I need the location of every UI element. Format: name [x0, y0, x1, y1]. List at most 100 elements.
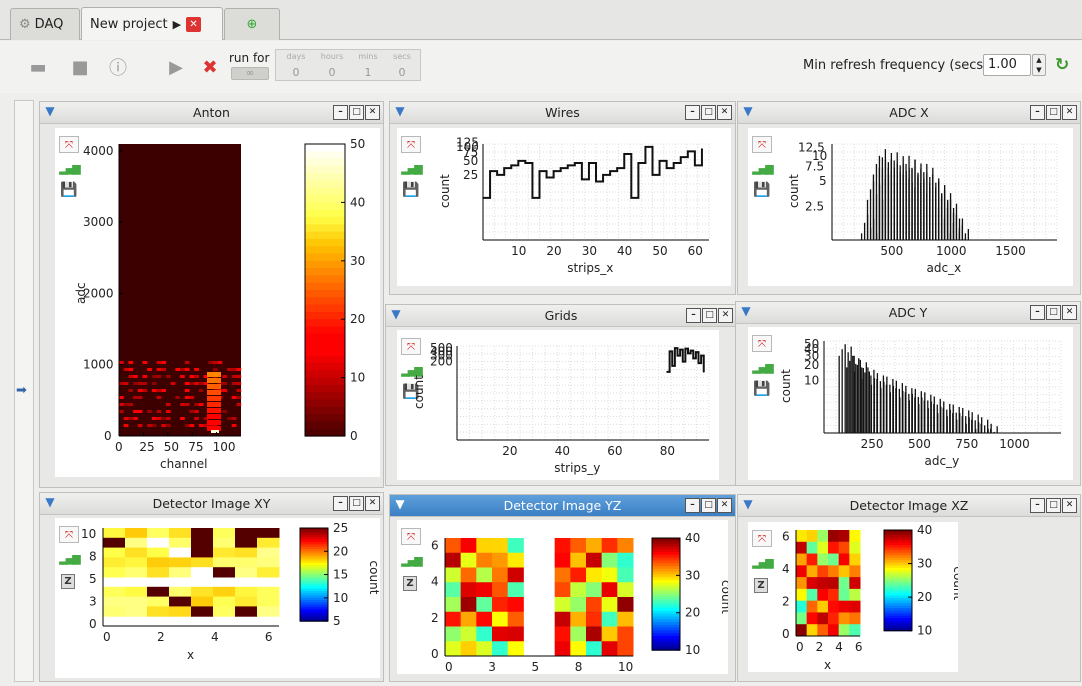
panel-title-bar[interactable]: ▼ Detector Image XZ – □ ✕: [738, 495, 1080, 517]
chart-xy[interactable]: 0 2 4 6 0 3 5 8 10 x 5 10 15 20 25 count: [55, 518, 380, 678]
maximize-icon[interactable]: □: [701, 498, 716, 513]
maximize-icon[interactable]: □: [349, 496, 364, 511]
save-plot-icon[interactable]: 💾: [753, 182, 771, 198]
close-icon[interactable]: ✕: [365, 105, 380, 120]
filter-icon[interactable]: ▼: [395, 497, 405, 511]
secs-field[interactable]: secs 0: [393, 52, 411, 79]
panel-title-bar[interactable]: ▼ Detector Image XY – □ ✕: [40, 493, 383, 515]
filter-icon[interactable]: ▼: [743, 104, 753, 118]
save-icon[interactable]: ■: [71, 56, 89, 78]
tab-add[interactable]: ⊕: [224, 8, 280, 40]
refresh-input[interactable]: 1.00: [983, 54, 1031, 76]
reset-zoom-icon[interactable]: ⤧: [59, 526, 79, 543]
minimize-icon[interactable]: –: [1030, 105, 1045, 120]
log-scale-icon[interactable]: ▂▄▆: [752, 556, 773, 569]
panel-title-bar[interactable]: ▼ ADC Y – □ ✕: [736, 302, 1080, 324]
minimize-icon[interactable]: –: [1030, 498, 1045, 513]
reset-zoom-icon[interactable]: ⤧: [401, 136, 421, 153]
log-scale-icon[interactable]: ▂▄▆: [401, 554, 422, 567]
maximize-icon[interactable]: □: [701, 105, 716, 120]
reset-zoom-icon[interactable]: ⤧: [59, 136, 79, 153]
save-plot-icon[interactable]: 💾: [753, 381, 771, 397]
heatmap-cell: [849, 600, 861, 613]
arrow-right-icon[interactable]: ➡: [16, 383, 27, 398]
close-icon[interactable]: ✕: [717, 105, 732, 120]
reset-zoom-icon[interactable]: ⤧: [752, 530, 772, 547]
minimize-icon[interactable]: –: [685, 498, 700, 513]
open-icon[interactable]: ▬: [29, 56, 47, 78]
z-axis-icon[interactable]: Z: [754, 578, 768, 593]
close-icon[interactable]: ✕: [186, 16, 202, 32]
toolbar: [0, 41, 1082, 93]
days-field[interactable]: days 0: [286, 52, 306, 79]
colorbar-segment: [300, 602, 328, 606]
heatmap-cell: [213, 361, 218, 364]
panel-title: Detector Image XY: [152, 496, 271, 511]
heatmap-cell: [554, 582, 571, 598]
log-scale-icon[interactable]: ▂▄▆: [752, 361, 773, 374]
minimize-icon[interactable]: –: [333, 496, 348, 511]
filter-icon[interactable]: ▼: [743, 497, 753, 511]
filter-icon[interactable]: ▼: [395, 104, 405, 118]
log-scale-icon[interactable]: ▂▄▆: [401, 364, 422, 377]
save-plot-icon[interactable]: 💾: [60, 182, 78, 198]
run-duration[interactable]: days 0 hours 0 mins 1 secs 0: [275, 49, 421, 81]
filter-icon[interactable]: ▼: [45, 495, 55, 509]
panel-title-bar[interactable]: ▼ Wires – □ ✕: [390, 102, 735, 124]
panel-title-bar[interactable]: ▼ Anton – □ ✕: [40, 102, 383, 124]
tab-daq[interactable]: ⚙ DAQ: [10, 8, 80, 40]
colorbar-segment: [652, 613, 680, 618]
log-scale-icon[interactable]: ▂▄▆: [752, 162, 773, 175]
filter-icon[interactable]: ▼: [45, 104, 55, 118]
start-icon[interactable]: ▶: [169, 56, 183, 78]
chart-anton[interactable]: 0 25 50 75 10001000200030004000channeladc010…: [55, 128, 380, 477]
close-icon[interactable]: ✕: [1062, 305, 1077, 320]
save-plot-icon[interactable]: 💾: [402, 182, 420, 198]
log-scale-icon[interactable]: ▂▄▆: [59, 552, 80, 565]
panel-title-bar[interactable]: ▼ Detector Image YZ – □ ✕: [390, 495, 735, 517]
reset-zoom-icon[interactable]: ⤧: [752, 136, 772, 153]
reset-zoom-icon[interactable]: ⤧: [401, 338, 421, 355]
log-scale-icon[interactable]: ▂▄▆: [59, 162, 80, 175]
info-icon[interactable]: ⓘ: [109, 58, 127, 79]
panel-title-bar[interactable]: ▼ Grids – □ ✕: [386, 305, 736, 327]
maximize-icon[interactable]: □: [349, 105, 364, 120]
minimize-icon[interactable]: –: [686, 308, 701, 323]
filter-icon[interactable]: ▼: [741, 304, 751, 318]
filter-icon[interactable]: ▼: [391, 307, 401, 321]
close-icon[interactable]: ✕: [1062, 498, 1077, 513]
maximize-icon[interactable]: □: [702, 308, 717, 323]
tab-new-project[interactable]: New project ▶ ✕: [81, 7, 223, 40]
maximize-icon[interactable]: □: [1046, 105, 1061, 120]
heatmap-cell: [227, 368, 232, 371]
refresh-spinner[interactable]: ▲ ▼: [1032, 54, 1046, 76]
maximize-icon[interactable]: □: [1046, 305, 1061, 320]
reset-zoom-icon[interactable]: ⤧: [401, 528, 421, 545]
close-icon[interactable]: ✕: [1062, 105, 1077, 120]
close-icon[interactable]: ✕: [365, 496, 380, 511]
infinite-button[interactable]: ∞: [231, 67, 269, 80]
mins-field[interactable]: mins 1: [358, 52, 378, 79]
minimize-icon[interactable]: –: [1030, 305, 1045, 320]
close-icon[interactable]: ✕: [718, 308, 733, 323]
chart-yz[interactable]: 0358100246y10203040count: [397, 520, 728, 674]
save-plot-icon[interactable]: 💾: [402, 384, 420, 400]
reset-zoom-icon[interactable]: ⤧: [752, 335, 772, 352]
stop-icon[interactable]: ✖: [202, 56, 218, 78]
minimize-icon[interactable]: –: [685, 105, 700, 120]
log-scale-icon[interactable]: ▂▄▆: [401, 162, 422, 175]
maximize-icon[interactable]: □: [1046, 498, 1061, 513]
hours-field[interactable]: hours 0: [320, 52, 344, 79]
heatmap-cell: [161, 424, 166, 427]
refresh-icon[interactable]: ↻: [1055, 55, 1070, 75]
close-icon[interactable]: ✕: [717, 498, 732, 513]
z-axis-icon[interactable]: Z: [403, 576, 417, 591]
panel-title-bar[interactable]: ▼ ADC X – □ ✕: [738, 102, 1080, 124]
z-axis-icon[interactable]: Z: [61, 574, 75, 589]
minimize-icon[interactable]: –: [333, 105, 348, 120]
